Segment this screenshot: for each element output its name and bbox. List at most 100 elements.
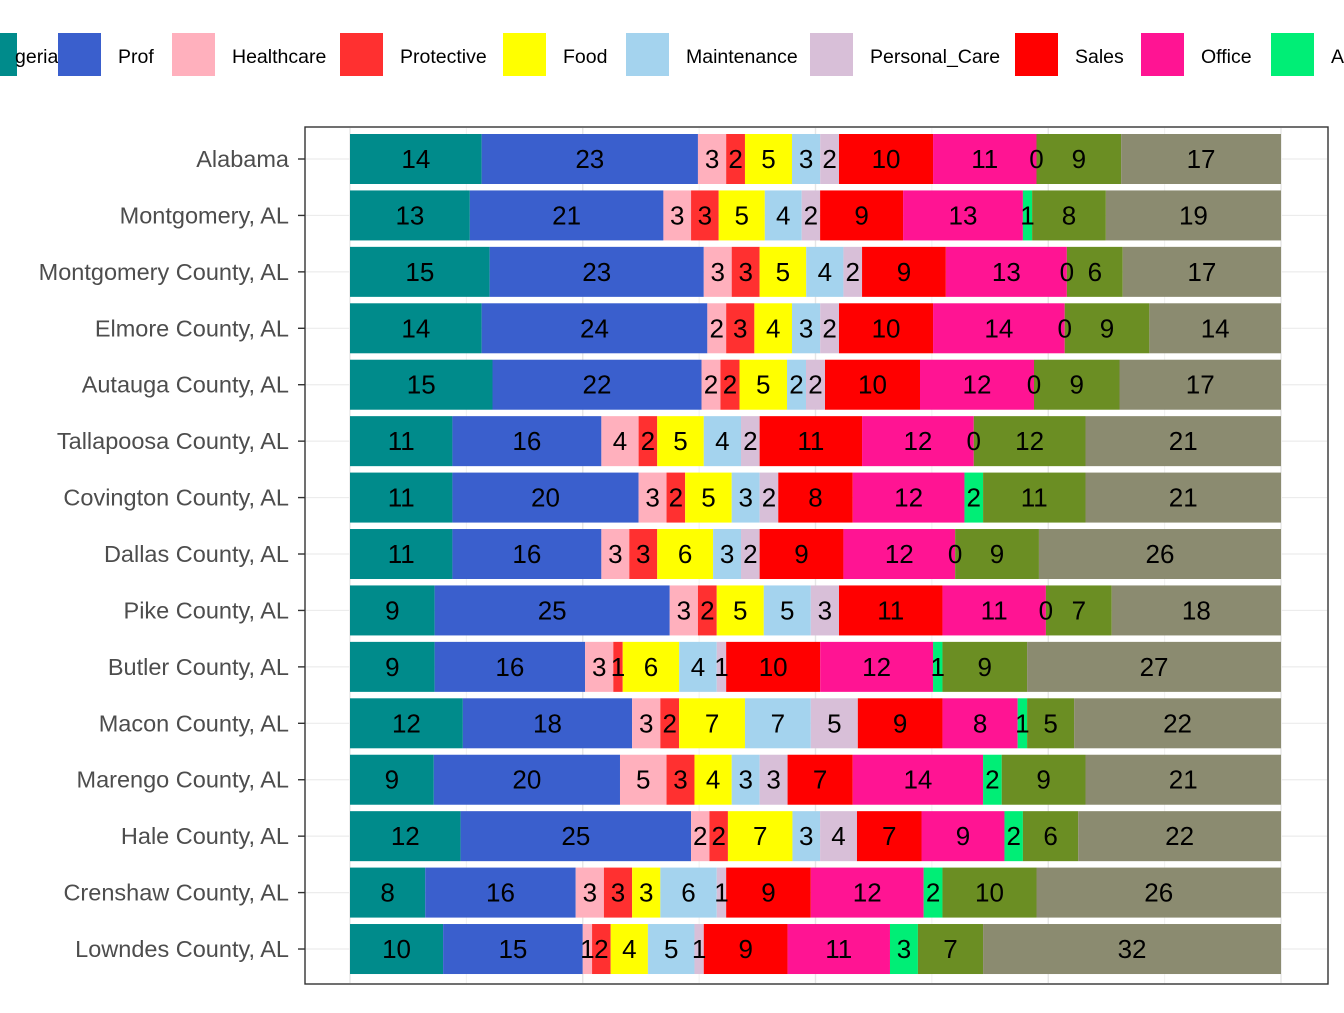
bar-value-label: 1 [714,652,728,682]
bar-value-label: 3 [592,652,606,682]
bar-value-label: 11 [797,426,824,456]
bar-value-label: 2 [808,370,822,400]
bar-value-label: 7 [943,934,957,964]
bar-segment [350,867,426,918]
bar-value-label: 3 [733,313,747,343]
bar-segment [350,134,482,184]
bar-segment [350,529,453,580]
bar-value-label: 0 [948,539,962,569]
bar-value-label: 9 [893,708,907,738]
bar-value-label: 23 [582,257,611,287]
bar-value-label: 16 [512,539,541,569]
legend-key [1271,33,1314,76]
bar-segment [843,529,956,580]
bar-value-label: 14 [903,765,932,795]
bar-value-label: 11 [388,483,415,513]
bar-segment [350,246,490,297]
bar-segment [666,754,695,805]
bar-segment [592,924,611,975]
bar-segment [744,698,811,749]
bar-segment [942,698,1018,749]
bar-segment [820,190,904,241]
bar-segment [701,359,721,410]
bar-value-label: 17 [1187,257,1216,287]
bar-segment [726,303,755,354]
bar-value-label: 1 [714,878,728,908]
bar-value-label: 19 [1179,200,1208,230]
bar-value-label: 2 [710,313,724,343]
bar-segment [660,867,717,918]
bar-segment [452,416,602,467]
legend-label: Sales [1075,46,1124,68]
bar-value-label: 8 [973,708,987,738]
bar-segment [759,472,779,523]
bar-value-label: 9 [794,539,808,569]
bar-segment [820,134,840,184]
bar-value-label: 2 [804,200,818,230]
bar-value-label: 9 [385,595,399,625]
legend-label: Prof [118,46,154,68]
bar-value-label: 10 [872,144,901,174]
bar-segment [744,134,792,184]
bar-value-label: 2 [985,765,999,795]
bar-value-label: 6 [681,878,695,908]
bar-segment [731,472,760,523]
bar-value-label: 4 [818,257,832,287]
bar-segment [601,529,630,580]
bar-value-label: 0 [967,426,981,456]
bar-segment [350,754,434,805]
bar-segment [1066,246,1123,297]
bar-segment [778,472,853,523]
bar-value-label: 5 [636,765,650,795]
bar-value-label: 18 [533,708,562,738]
bar-value-label: 5 [780,595,794,625]
legend-label: Food [563,46,607,68]
bar-segment [945,246,1067,297]
bar-segment [726,867,811,918]
bar-segment [638,416,658,467]
bar-segment [754,303,792,354]
bar-segment [1111,585,1281,636]
bar-segment [660,698,680,749]
bar-segment [1122,246,1281,297]
bar-segment [983,924,1281,975]
bar-value-label: 2 [743,426,757,456]
bar-segment [1004,811,1023,862]
bar-segment [791,134,821,184]
bar-segment [1027,641,1281,692]
bar-value-label: 3 [799,821,813,851]
bar-value-label: 1 [580,934,594,964]
bar-value-label: 9 [1072,144,1086,174]
legend-label: Protective [400,46,487,68]
bar-value-label: 7 [1072,595,1086,625]
bar-value-label: 3 [799,313,813,343]
bar-segment [856,811,922,862]
bar-value-label: 7 [753,821,767,851]
bar-value-label: 8 [1062,200,1076,230]
bar-value-label: 22 [1163,708,1192,738]
bar-value-label: 21 [1169,483,1198,513]
bar-segment [964,472,984,523]
bar-value-label: 14 [1201,313,1230,343]
bar-value-label: 10 [975,878,1004,908]
bar-value-label: 4 [715,426,729,456]
bar-value-label: 2 [594,934,608,964]
bar-segment [452,472,639,523]
bar-value-label: 3 [766,765,780,795]
bar-value-label: 0 [1029,144,1043,174]
legend: gerial Prof Healthcare Protective Food Mainte… [0,33,1344,76]
bar-value-label: 5 [1043,708,1057,738]
bar-value-label: 6 [1043,821,1057,851]
bar-value-label: 10 [858,370,887,400]
bar-value-label: 3 [705,144,719,174]
bar-segment [720,359,740,410]
bar-value-label: 11 [825,934,852,964]
bar-value-label: 9 [897,257,911,287]
bar-value-label: 11 [388,426,415,456]
bar-value-label: 7 [882,821,896,851]
bar-value-label: 3 [738,257,752,287]
bar-value-label: 9 [990,539,1004,569]
bar-segment [792,811,821,862]
bar-value-label: 2 [822,144,836,174]
bar-segment [810,867,924,918]
